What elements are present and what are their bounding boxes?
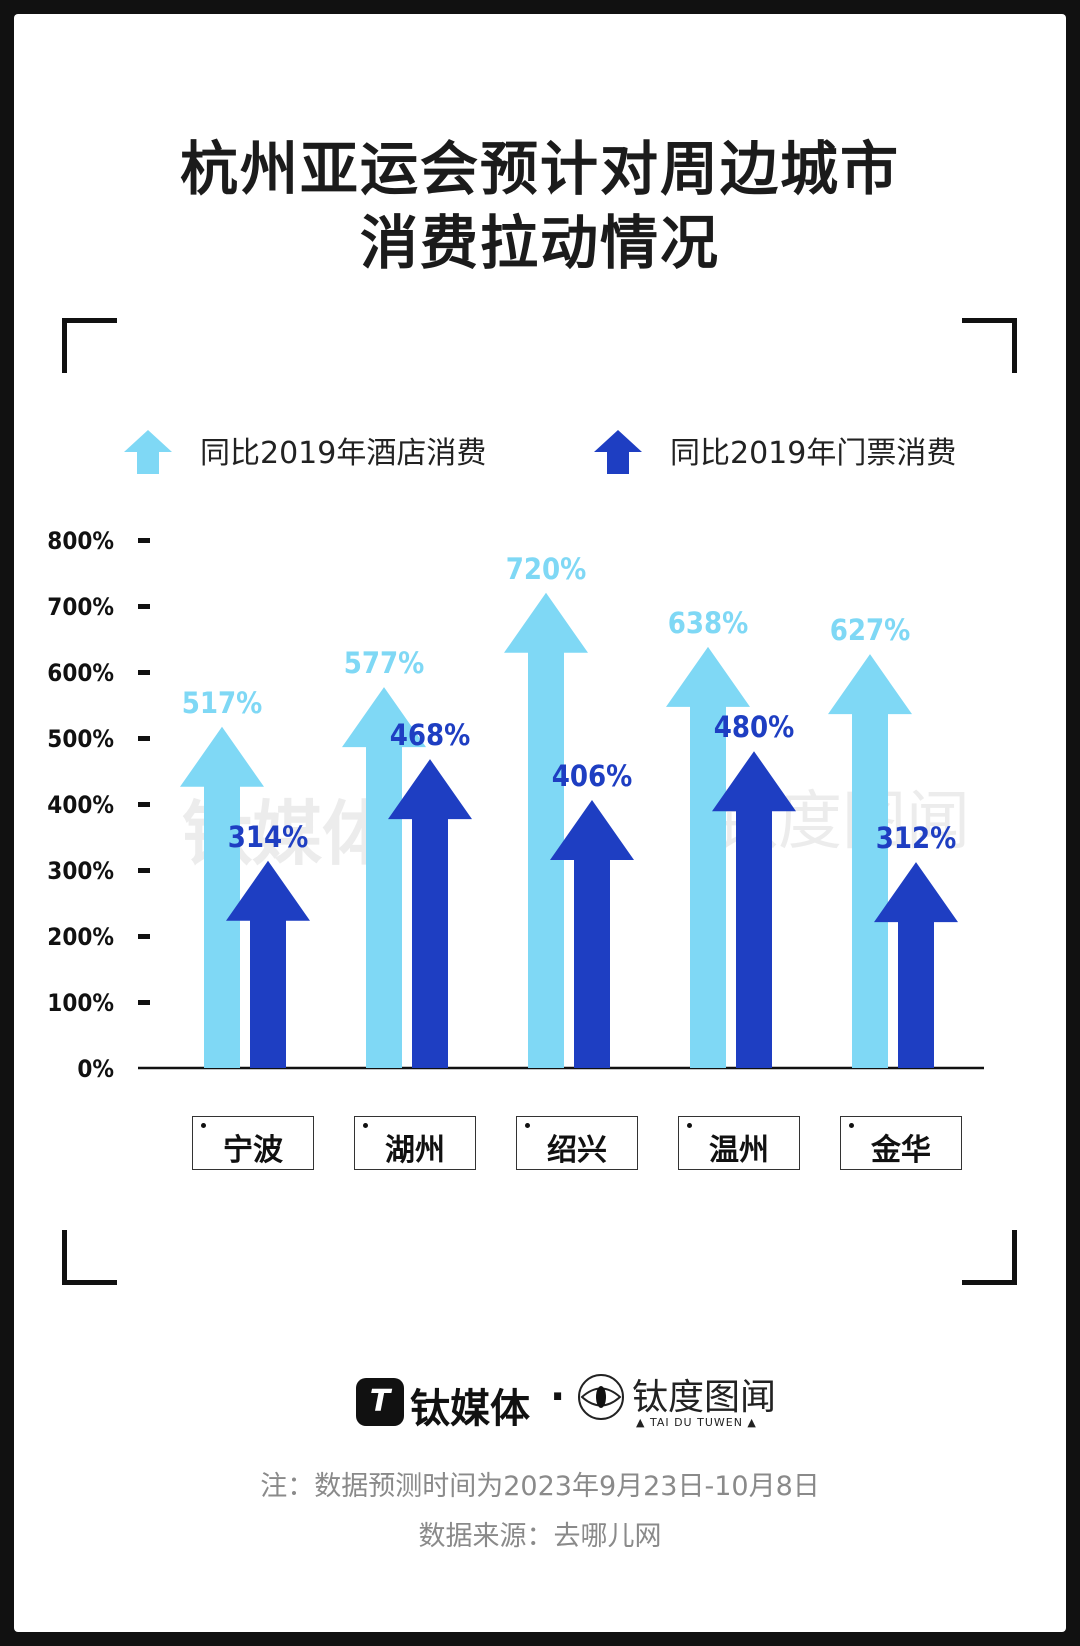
data-note: 注：数据预测时间为2023年9月23日-10月8日 (260, 1471, 820, 1502)
light-arrow-icon (124, 430, 172, 474)
brand-separator: · (550, 1374, 566, 1420)
y-tick-label: 300% (47, 857, 114, 885)
title-line-2: 消费拉动情况 (359, 209, 720, 277)
ticket-value-label: 314% (228, 820, 309, 854)
category-label: 宁波 (223, 1133, 283, 1168)
hotel-arrow-bar (666, 646, 750, 1068)
y-tick-mark (138, 868, 150, 873)
hotel-value-label: 627% (830, 613, 911, 647)
ticket-arrow-bar (226, 860, 310, 1068)
ticket-value-label: 312% (876, 821, 957, 855)
hotel-value-label: 517% (182, 686, 263, 720)
category-label: 湖州 (385, 1133, 445, 1168)
category-box: 金华 (840, 1116, 962, 1170)
y-tick-label: 700% (47, 593, 114, 621)
brand-2-label: 钛度图闻 (632, 1377, 777, 1418)
tmtpost-logo-icon: T (356, 1378, 404, 1426)
y-tick-mark (138, 802, 150, 807)
hotel-arrow-bar (828, 654, 912, 1068)
y-tick-mark (138, 538, 150, 543)
frame-corner-bottom-left (62, 1230, 117, 1285)
y-tick-label: 500% (47, 725, 114, 753)
hotel-arrow-bar (504, 592, 588, 1068)
legend-label-hotel: 同比2019年酒店消费 (200, 436, 487, 471)
frame-corner-top-right (962, 318, 1017, 373)
y-tick-label: 100% (47, 989, 114, 1017)
y-tick-label: 0% (77, 1055, 114, 1083)
y-tick-mark (138, 670, 150, 675)
ticket-value-label: 480% (714, 710, 795, 744)
ticket-arrow-bar (388, 759, 472, 1068)
hotel-value-label: 577% (344, 646, 425, 680)
y-tick-label: 600% (47, 659, 114, 687)
ticket-arrow-bar (550, 800, 634, 1068)
legend-label-ticket: 同比2019年门票消费 (670, 436, 957, 471)
bullet-dot-icon (687, 1123, 692, 1128)
y-tick-label: 800% (47, 527, 114, 555)
category-box: 宁波 (192, 1116, 314, 1170)
bullet-dot-icon (525, 1123, 530, 1128)
category-label: 温州 (709, 1133, 769, 1168)
infographic-card: 杭州亚运会预计对周边城市 消费拉动情况 同比2019年酒店消费 同比2019年门… (14, 14, 1066, 1632)
category-label: 绍兴 (547, 1133, 607, 1168)
hotel-arrow-bar (180, 726, 264, 1068)
bullet-dot-icon (849, 1123, 854, 1128)
frame-corner-top-left (62, 318, 117, 373)
ticket-value-label: 406% (552, 759, 633, 793)
dark-arrow-icon (594, 430, 642, 474)
bullet-dot-icon (363, 1123, 368, 1128)
hotel-value-label: 720% (506, 552, 587, 586)
y-tick-label: 400% (47, 791, 114, 819)
category-box: 绍兴 (516, 1116, 638, 1170)
category-box: 温州 (678, 1116, 800, 1170)
category-box: 湖州 (354, 1116, 476, 1170)
hotel-value-label: 638% (668, 606, 749, 640)
y-tick-mark (138, 1000, 150, 1005)
y-tick-label: 200% (47, 923, 114, 951)
ticket-arrow-bar (712, 751, 796, 1068)
frame-corner-bottom-right (962, 1230, 1017, 1285)
hotel-arrow-bar (342, 687, 426, 1068)
bullet-dot-icon (201, 1123, 206, 1128)
category-label: 金华 (871, 1133, 931, 1168)
footer-logos: T 钛媒体 · 钛度图闻 ▲ TAI DU TUWEN ▲ (340, 1358, 776, 1438)
title-line-1: 杭州亚运会预计对周边城市 (179, 135, 900, 203)
data-source: 数据来源：去哪儿网 (418, 1521, 662, 1552)
y-tick-mark (138, 604, 150, 609)
eye-logo-icon (578, 1374, 624, 1420)
ticket-arrow-bar (874, 862, 958, 1068)
y-tick-mark (138, 736, 150, 741)
y-tick-mark (138, 934, 150, 939)
brand-2-subtitle: ▲ TAI DU TUWEN ▲ (636, 1416, 757, 1429)
brand-1-label: 钛媒体 (410, 1386, 530, 1432)
arrow-bar-chart: 0% 100% 200% 300% 400% 500% 600% 700% 800% 517% 57… (47, 527, 984, 1083)
ticket-value-label: 468% (390, 718, 471, 752)
